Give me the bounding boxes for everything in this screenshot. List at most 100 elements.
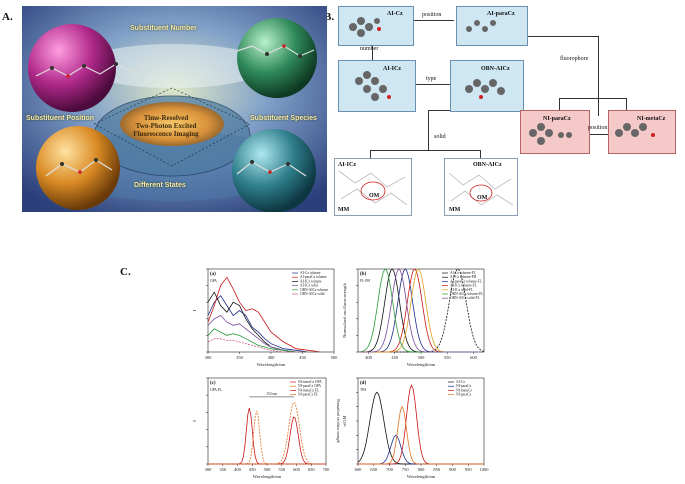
orange-sphere [36,126,120,210]
y-axis-label: I [192,420,197,422]
molecule-icon [465,79,505,99]
x-tick-label: 700 [386,467,394,472]
edge-fluorophore-split [559,98,599,99]
edge-number [372,44,373,60]
legend-label: NI-paraCz [456,393,472,397]
edge-fluorophore-h [492,36,598,37]
edge-solid-l [370,150,371,158]
legend-label: OBN-AICz solid-FL [450,296,480,300]
y-axis-label: I [192,309,197,311]
chart-title: TPA [360,388,367,392]
molecule-icon [466,20,496,32]
node-ai-paracz-label: AI-paraCz [487,11,515,17]
panel-tag: (d) [360,381,366,386]
green-sphere [237,18,317,98]
molecule-icon [355,71,391,101]
panel-tag: (c) [210,381,216,386]
x-axis-label: Wavelength/nm [257,362,286,367]
x-tick-label: 750 [402,467,410,472]
chart-title: OPA [210,279,217,283]
x-tick-label: 400 [268,355,276,360]
x-tick-label: 650 [308,467,316,472]
x-tick-label: 900 [449,467,457,472]
x-tick-label: 300 [205,355,213,360]
mm-label-2: MM [449,207,461,213]
legend-label: NI-paraCz [456,384,472,388]
x-tick-label: 450 [299,355,307,360]
node-ai-icz-solid: AI-ICz OM MM [334,158,412,216]
chart-title: OPA-FL [210,388,222,392]
x-tick-label: 700 [323,467,331,472]
series-line [357,391,484,465]
different-states-label: Different States [134,182,186,189]
legend-label: OBN-AICz solid [300,292,325,296]
legend-label: NI-metaCz [456,388,472,392]
series-line [208,408,326,465]
x-tick-label: 500 [331,355,339,360]
substituent-position-label: Substituent Position [26,115,95,122]
series-line [207,294,334,353]
edge-fluorophore-split-r [598,98,626,99]
node-ni-paracz: NI-paraCz [520,110,590,154]
crystal-packing-icon [448,172,514,206]
panel-a-image: Substituent Number Substituent Position … [22,6,327,212]
edge-fluorophore-v [598,36,599,116]
x-tick-label: 800 [418,467,426,472]
x-tick-label: 850 [433,467,441,472]
x-tick-label: 650 [370,467,378,472]
center-disc [120,102,224,146]
edge-to-ni-para [559,98,560,112]
chart-b-fl-ph: (b) FL-PH 400 450 500 550 600 Wavelength/nm Norm… [342,268,485,367]
label-b: B. [324,11,335,23]
oxygen-atoms [66,44,286,174]
x-axis-label: Wavelength/nm [407,474,436,479]
x-tick-label: 950 [465,467,473,472]
node-obn-aicz-label: OBN-AICz [481,66,510,72]
edge-label-number: number [360,46,379,52]
om-label: OM [369,193,380,199]
cloud [79,44,269,88]
node-obn-aicz: OBN-AICz [450,60,524,112]
legend-label: AI-Cz toluene-PH [450,275,477,279]
panel-a-illustration [22,6,327,212]
y2-axis-label: Normalized oscillator strength [336,399,340,443]
node-obn-aicz-solid: OBN-AICz OM MM [444,158,518,216]
x-tick-label: 450 [391,355,399,360]
connector-lines [93,87,251,167]
chart-a-opa: (a) OPA 300 350 400 450 500 Wavelength/nm I AI-Cz… [192,268,339,367]
node-ai-icz-solid-label: AI-ICz [338,162,356,168]
x-axis-label: Wavelength/nm [407,362,436,367]
edge-solid-r [480,150,481,158]
series-line [358,405,484,465]
mm-label: MM [338,207,350,213]
legend-label: AI-ICz solid-FL [450,288,473,292]
node-ai-paracz: AI-paraCz [456,6,528,46]
legend-label: NI-paraCz FL [298,393,318,397]
edge-label-position: position [422,12,442,18]
x-tick-label: 600 [470,355,478,360]
molecule-icon [615,123,655,137]
center-title-line-3: Fluorescence Imaging [133,130,199,138]
molecule-icon [349,17,381,37]
legend-label: OBN-AICz toluene [300,288,328,292]
atoms [50,52,302,166]
legend-label: NI-paraCz OPA [298,384,321,388]
panel-tag: (a) [210,272,216,277]
panel-tag: (b) [360,272,366,277]
legend-label: AI-ICz toluene-FL [450,284,477,288]
edge-solid-h [370,150,480,151]
x-tick-label: 400 [365,355,373,360]
series-line [208,410,326,465]
x-axis-label: Wavelength/nm [253,474,282,479]
node-ni-paracz-label: NI-paraCz [543,116,571,122]
series-line [208,402,326,465]
label-a: A. [2,11,13,23]
legend-label: AI-Cz toluene-FL [450,271,476,275]
annotation-label: 152 nm [266,392,277,396]
magenta-sphere [28,24,116,112]
x-tick-label: 500 [264,467,272,472]
node-ai-icz-label: AI-ICz [383,66,401,72]
panel-b-flowchart: AI-Cz AI-paraCz AI-ICz OBN-AICz NI-paraC… [334,6,680,218]
series-line [358,384,484,465]
x-tick-label: 500 [418,355,426,360]
